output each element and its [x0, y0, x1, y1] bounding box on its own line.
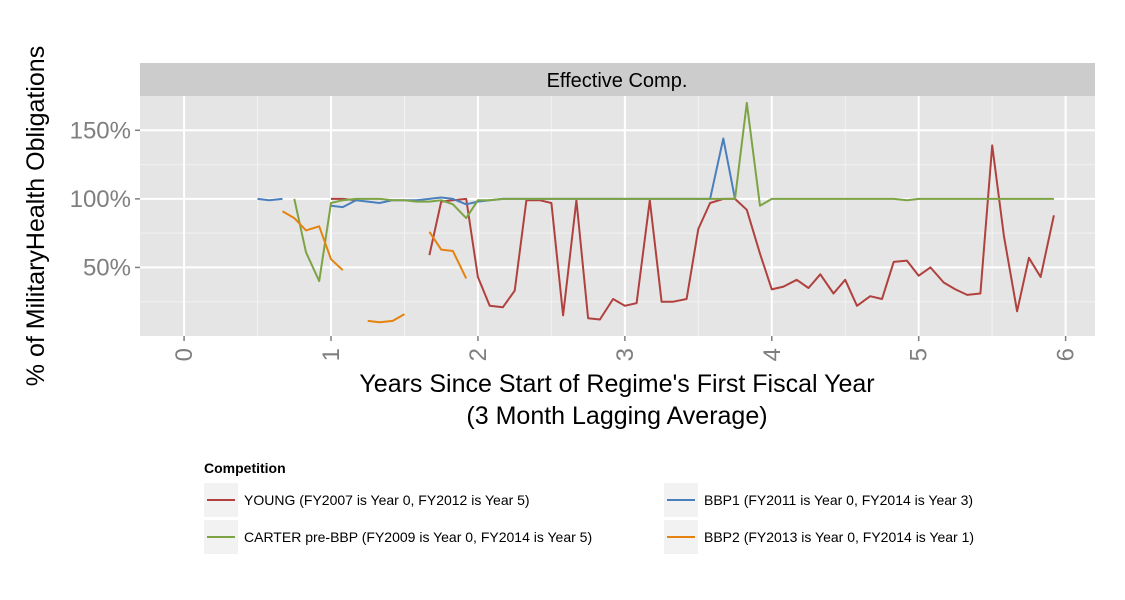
legend: Competition YOUNG (FY2007 is Year 0, FY2… — [204, 460, 974, 554]
series-lines — [257, 101, 1055, 324]
facet-strip — [140, 63, 1095, 96]
x-tick-label: 0 — [171, 348, 198, 361]
legend-item-label: BBP2 (FY2013 is Year 0, FY2014 is Year 1… — [704, 529, 974, 545]
x-tick-label: 4 — [759, 348, 786, 361]
x-axis-ticks: 0 1 2 3 4 5 6 — [171, 336, 1080, 361]
y-tick-label: 50% — [83, 254, 131, 281]
facet-label: Effective Comp. — [547, 70, 688, 92]
x-tick-label: 3 — [612, 348, 639, 361]
y-tick-label: 100% — [70, 186, 131, 213]
y-axis-title: % of MilitaryHealth Obligations — [22, 46, 50, 386]
x-tick-label: 2 — [465, 348, 492, 361]
legend-item-label: YOUNG (FY2007 is Year 0, FY2012 is Year … — [244, 492, 530, 508]
legend-title: Competition — [204, 460, 286, 476]
plot-panel — [140, 96, 1095, 336]
y-axis-ticks: 50% 100% 150% — [70, 117, 140, 281]
series-line-1-segment-0 — [257, 197, 283, 202]
x-axis-title-line1: Years Since Start of Regime's First Fisc… — [359, 370, 874, 398]
series-line-2-segment-0 — [293, 101, 1054, 283]
series-line-3-segment-0 — [281, 210, 344, 271]
grid-minor — [140, 96, 1095, 336]
grid-major — [140, 96, 1095, 336]
series-line-3-segment-2 — [428, 231, 468, 279]
x-tick-label: 5 — [906, 348, 933, 361]
x-tick-label: 1 — [318, 348, 345, 361]
series-line-3-segment-1 — [367, 313, 405, 324]
x-tick-label: 6 — [1053, 348, 1080, 361]
y-tick-label: 150% — [70, 117, 131, 144]
legend-item-label: CARTER pre-BBP (FY2009 is Year 0, FY2014… — [244, 529, 592, 545]
series-line-0-segment-1 — [428, 144, 1055, 321]
legend-item-label: BBP1 (FY2011 is Year 0, FY2014 is Year 3… — [704, 492, 973, 508]
x-axis-title-line2: (3 Month Lagging Average) — [466, 402, 767, 430]
